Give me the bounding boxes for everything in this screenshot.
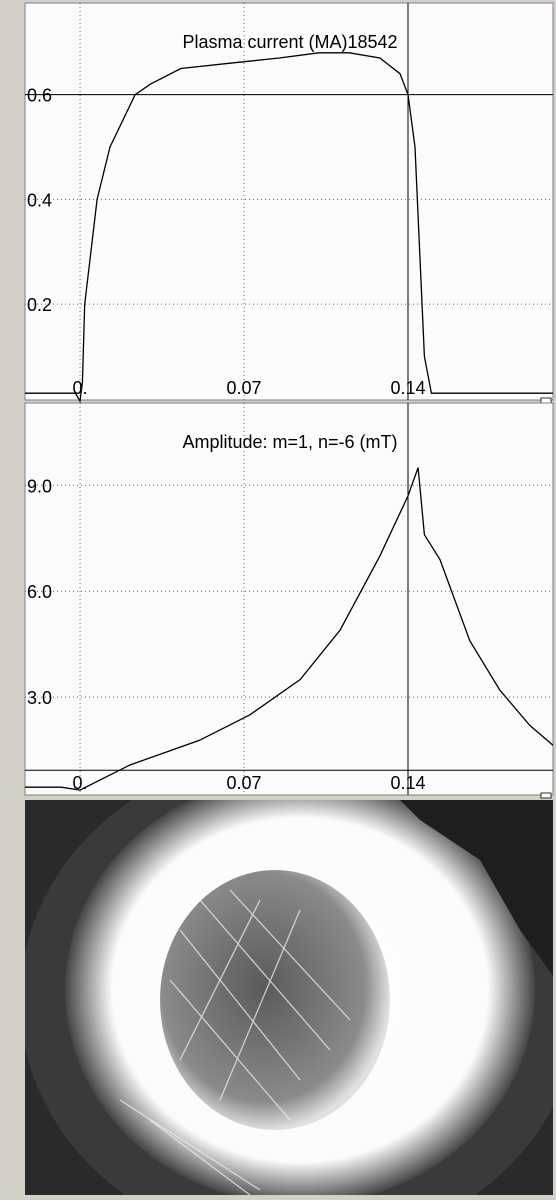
x-tick-label: 0.07 [227,378,262,398]
y-tick-label: 0.4 [27,190,52,210]
plot-area [24,2,554,401]
y-tick-label: 6.0 [27,582,52,602]
chart-title: Amplitude: m=1, n=-6 (mT) [182,432,397,452]
y-tick-label: 9.0 [27,476,52,496]
data-line [25,52,553,403]
resize-handle [540,397,552,404]
chart-title: Plasma current (MA)18542 [182,32,397,52]
plot-area [24,402,554,796]
x-tick-label: 0.07 [227,773,262,793]
y-tick-label: 0.6 [27,86,52,106]
resize-handle [540,792,552,799]
y-tick-label: 3.0 [27,688,52,708]
camera-image [25,800,553,1195]
y-tick-label: 0.2 [27,295,52,315]
data-line [25,467,554,791]
x-tick-label: 0. [73,378,88,398]
